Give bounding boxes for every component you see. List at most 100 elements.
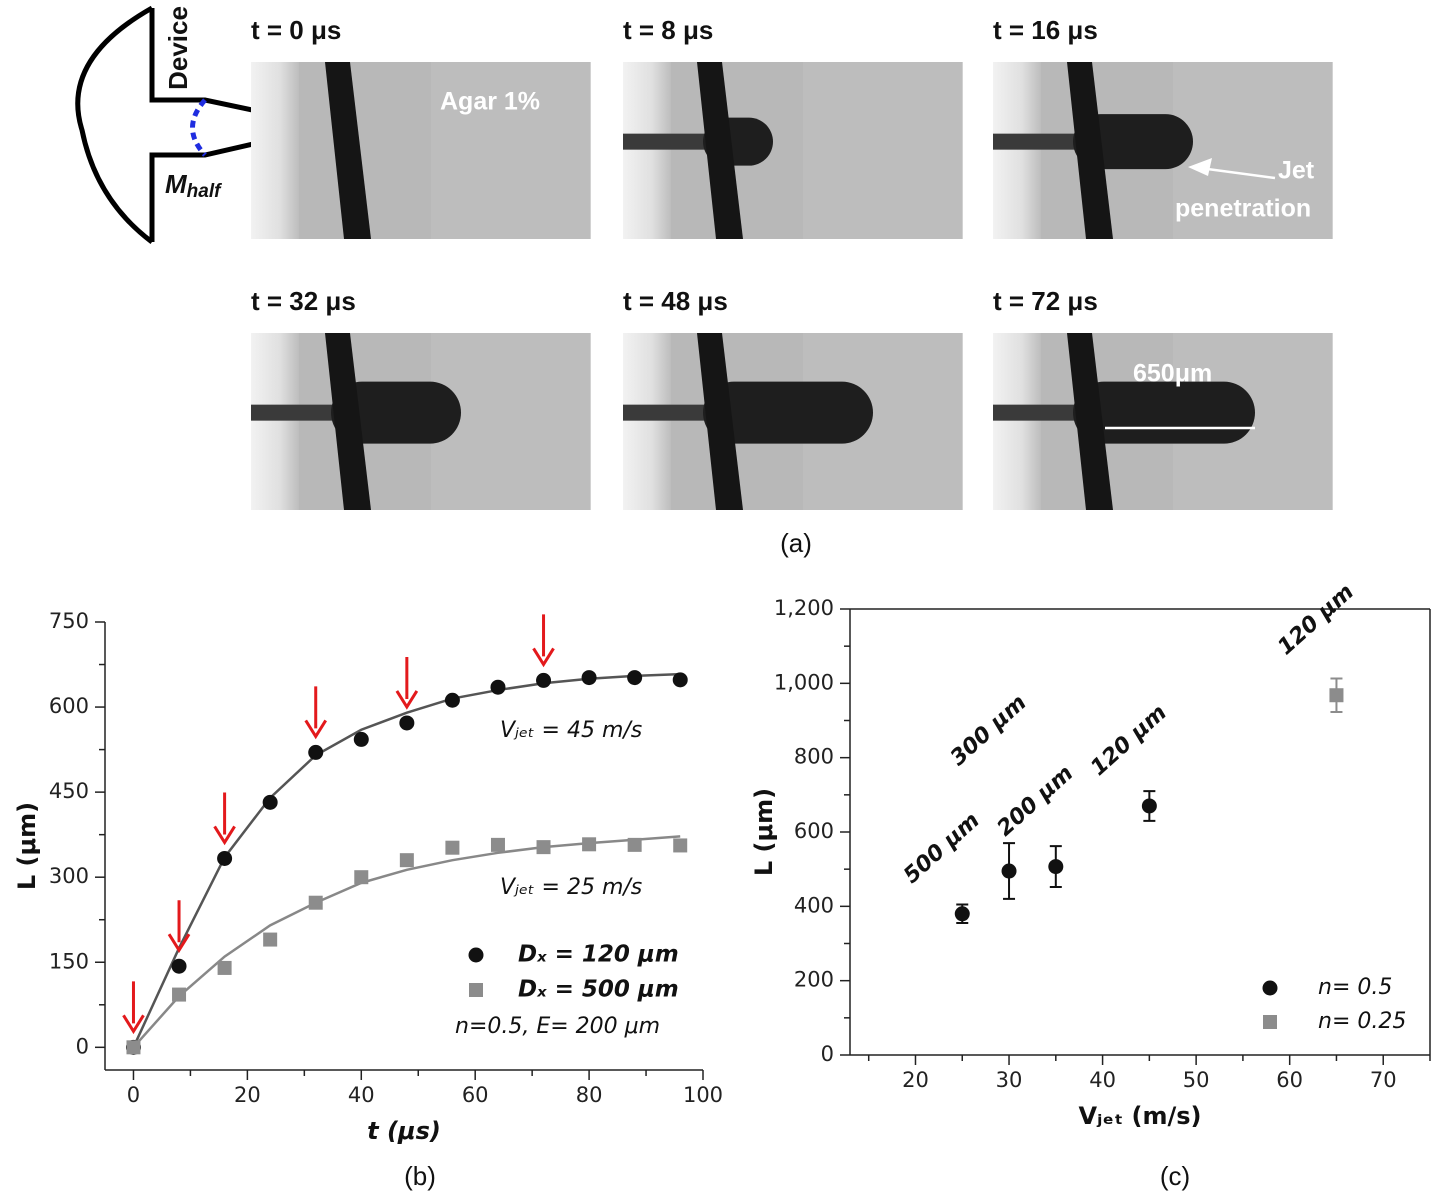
legend-marker <box>1263 1015 1277 1029</box>
marker <box>444 692 460 708</box>
marker <box>627 837 642 852</box>
legend-label: Dₓ = 120 μm <box>518 942 679 968</box>
arrow <box>395 656 419 710</box>
image-band <box>431 62 591 239</box>
arrow <box>213 792 236 846</box>
point-label: 500 μm <box>899 808 985 889</box>
point-label: 200 μm <box>993 761 1079 842</box>
marker <box>1329 688 1344 703</box>
frame-image <box>623 333 963 510</box>
length-label: 650μm <box>1133 360 1212 388</box>
y-tick-label: 150 <box>49 949 89 973</box>
frame-image <box>623 62 963 239</box>
m-sub: half <box>187 181 222 202</box>
agar-label: Agar 1% <box>440 88 540 116</box>
annotation: Vⱼₑₜ = 25 m/s <box>500 875 642 900</box>
frame-image <box>251 333 591 510</box>
marker <box>353 731 369 747</box>
y-tick-label: 750 <box>49 609 89 633</box>
x-axis-title: Vⱼₑₜ (m/s) <box>1079 1102 1202 1130</box>
marker <box>172 987 187 1002</box>
marker <box>354 870 369 885</box>
annotation: n=0.5, E= 200 μm <box>455 1014 660 1039</box>
y-axis-title: L (μm) <box>13 802 41 890</box>
jet-stem <box>623 404 723 421</box>
marker <box>308 744 324 760</box>
y-tick-label: 450 <box>49 779 89 803</box>
image-glow <box>251 62 299 239</box>
wall <box>325 62 371 239</box>
annotation: Vⱼₑₜ = 45 m/s <box>500 718 642 743</box>
marker <box>217 850 233 866</box>
frames: t = 0 μs t = 8 μs t = 16 μs t = 32 μs t = 48… <box>251 15 1333 510</box>
marker <box>490 679 506 695</box>
y-tick-label: 0 <box>76 1034 89 1058</box>
x-axis-title: t (μs) <box>367 1117 441 1145</box>
x-tick-label: 0 <box>127 1083 140 1107</box>
wall <box>1067 62 1113 239</box>
legend-label: n= 0.25 <box>1318 1009 1406 1034</box>
image-glow <box>623 62 671 239</box>
wall <box>325 333 371 510</box>
marker <box>490 837 505 852</box>
arrow <box>167 900 191 954</box>
y-tick-label: 800 <box>794 745 834 769</box>
jet-arrow <box>1199 166 1276 180</box>
marker <box>399 853 414 868</box>
x-tick-label: 40 <box>348 1083 375 1107</box>
y-tick-label: 600 <box>794 819 834 843</box>
marker <box>1141 798 1157 814</box>
wall <box>1067 333 1113 510</box>
y-tick-label: 0 <box>821 1042 834 1066</box>
legend-marker <box>469 983 483 997</box>
x-tick-label: 20 <box>234 1083 261 1107</box>
marker <box>627 670 643 686</box>
legend-marker <box>1262 980 1278 996</box>
m-half-label: Mhalf <box>165 169 222 202</box>
y-tick-label: 400 <box>794 893 834 917</box>
frame-label: t = 32 μs <box>251 286 356 316</box>
marker <box>536 672 552 688</box>
frame-label: t = 8 μs <box>623 15 713 45</box>
arrow <box>122 981 145 1035</box>
x-tick-label: 80 <box>576 1083 603 1107</box>
jet-arrow-head <box>1188 158 1212 176</box>
wall <box>697 62 743 239</box>
image-glow <box>251 333 299 510</box>
frame-label: t = 16 μs <box>993 15 1098 45</box>
point-label: 120 μm <box>1273 580 1359 661</box>
image-glow <box>993 333 1041 510</box>
jet <box>703 381 873 444</box>
jet-label: penetration <box>1175 195 1311 223</box>
caption-a: (a) <box>780 528 812 558</box>
wall <box>697 333 743 510</box>
legend-label: Dₓ = 500 μm <box>518 977 679 1003</box>
marker <box>263 932 278 947</box>
y-tick-label: 200 <box>794 968 834 992</box>
x-tick-label: 100 <box>683 1083 723 1107</box>
device-label: Device <box>163 6 193 90</box>
marker <box>582 837 597 852</box>
panel-caption: (c) <box>1160 1161 1190 1191</box>
marker <box>1001 863 1017 879</box>
marker <box>581 670 597 686</box>
y-axis-title: L (μm) <box>750 788 778 876</box>
frame-image <box>993 333 1333 510</box>
x-tick-label: 50 <box>1183 1068 1210 1092</box>
frame-image <box>251 62 591 239</box>
marker <box>1048 859 1064 875</box>
legend-label: n= 0.5 <box>1318 975 1392 1000</box>
image-glow <box>993 62 1041 239</box>
jet-stem <box>623 133 723 150</box>
y-tick-label: 300 <box>49 864 89 888</box>
marker <box>445 840 460 855</box>
marker <box>217 960 232 975</box>
jet-stem <box>993 404 1093 421</box>
image-band <box>1173 62 1333 239</box>
jet <box>331 381 461 444</box>
jet-label: Jet <box>1278 157 1315 185</box>
jet-stem <box>993 133 1093 150</box>
x-tick-label: 30 <box>996 1068 1023 1092</box>
m-base: M <box>165 169 188 199</box>
